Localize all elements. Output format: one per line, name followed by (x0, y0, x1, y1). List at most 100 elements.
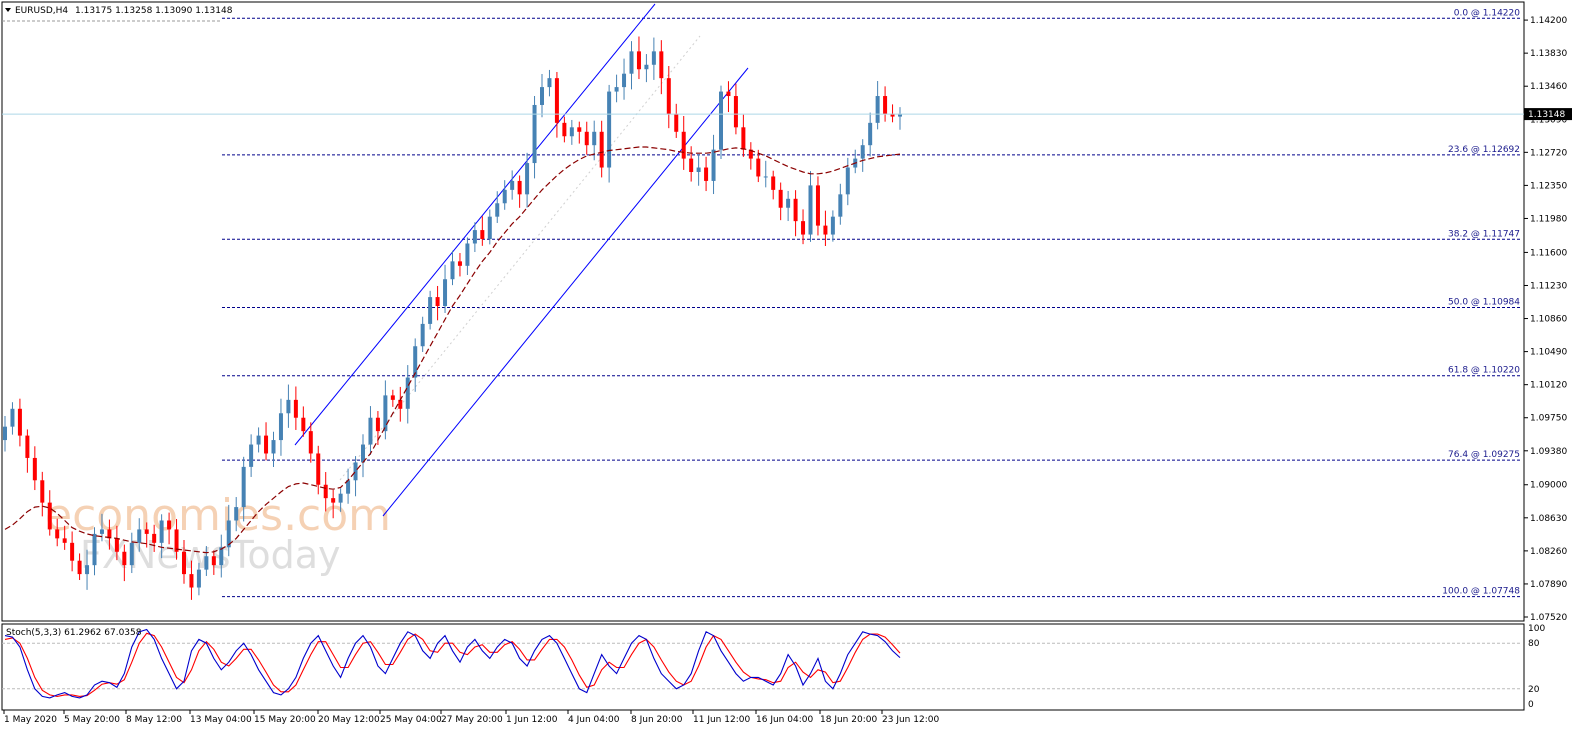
candle-body (62, 538, 67, 543)
stoch-axis-label: 0 (1528, 700, 1534, 710)
candle-body (532, 104, 537, 164)
candle-body (114, 538, 119, 552)
candle-body (562, 122, 567, 137)
candle-body (107, 529, 112, 539)
candle-body (786, 198, 791, 208)
candle-body (234, 507, 239, 521)
candle-body (47, 502, 52, 530)
candle-body (159, 520, 164, 543)
candle-body (890, 113, 895, 117)
candle-body (226, 520, 231, 548)
ohlc-values: 1.13175 1.13258 1.13090 1.13148 (75, 6, 233, 16)
candle-body (211, 556, 216, 566)
candle-body (249, 444, 254, 467)
candle-body (860, 145, 865, 159)
y-tick-label: 1.10490 (1530, 348, 1567, 358)
x-tick-label: 15 May 20:00 (254, 715, 316, 725)
x-tick-label: 1 May 2020 (4, 715, 57, 725)
y-tick-label: 1.13830 (1530, 49, 1567, 59)
candle-body (167, 520, 172, 530)
stoch-axis-label: 100 (1528, 624, 1545, 634)
candle-body (383, 395, 388, 432)
candle-body (823, 225, 828, 235)
candle-body (540, 87, 544, 105)
x-tick-label: 16 Jun 04:00 (756, 715, 813, 725)
candle-body (32, 457, 37, 481)
candle-body (711, 149, 716, 181)
candle-body (845, 167, 850, 195)
candle-body (316, 453, 321, 485)
candle-body (465, 243, 470, 266)
candle-body (3, 426, 7, 441)
candle-body (525, 163, 530, 195)
candle-body (830, 216, 835, 235)
candle-body (457, 261, 462, 266)
fib-level-label: 23.6 @ 1.12692 (1448, 145, 1520, 155)
candle-body (122, 551, 127, 566)
candle-body (174, 529, 179, 552)
candle-body (17, 408, 22, 436)
candle-body (487, 216, 492, 240)
candle-body (368, 417, 373, 445)
stoch-pane-frame (1, 623, 1525, 711)
fib-level-label: 0.0 @ 1.14220 (1454, 8, 1521, 18)
x-tick-label: 27 May 20:00 (441, 715, 503, 725)
candle-body (733, 96, 738, 128)
candle-body (629, 51, 634, 74)
candle-body (152, 533, 157, 543)
candle-body (748, 149, 753, 159)
y-tick-label: 1.11980 (1530, 214, 1567, 224)
x-tick-label: 8 May 12:00 (126, 715, 182, 725)
candle-body (420, 323, 425, 347)
candle-body (607, 91, 612, 168)
candle-body (719, 91, 723, 150)
stoch-axis-label: 20 (1528, 685, 1540, 695)
candle-body (331, 498, 336, 503)
candle-body (196, 569, 201, 588)
candle-body (293, 399, 298, 418)
candle-body (554, 78, 559, 123)
candle-body (390, 395, 395, 400)
y-tick-label: 1.11600 (1530, 248, 1567, 258)
candle-body (286, 399, 291, 414)
channel-mid-line (339, 35, 701, 481)
candle-body (622, 73, 627, 88)
stoch-indicator-label: Stoch(5,3,3) 61.2962 67.0358 (6, 628, 142, 638)
candle-body (569, 127, 574, 137)
candle-body (636, 51, 641, 70)
candle-body (771, 176, 776, 190)
symbol-dropdown-icon[interactable] (5, 8, 11, 12)
candle-body (144, 529, 149, 534)
candle-body (502, 189, 507, 204)
candle-body (450, 261, 455, 280)
candle-body (241, 466, 246, 508)
candle-body (547, 78, 552, 88)
candle-body (726, 91, 731, 97)
stoch-signal-line (4, 632, 901, 697)
candle-body (55, 529, 60, 539)
x-tick-label: 1 Jun 12:00 (506, 715, 558, 725)
channel-lower-line (382, 67, 749, 517)
y-tick-label: 1.09380 (1530, 447, 1567, 457)
candle-body (256, 435, 261, 445)
candle-body (137, 529, 142, 543)
fib-level-label: 50.0 @ 1.10984 (1448, 297, 1520, 307)
candle-body (599, 131, 604, 168)
y-tick-label: 1.11230 (1530, 281, 1567, 291)
y-tick-label: 1.10860 (1530, 315, 1567, 325)
candle-body (361, 444, 365, 463)
x-tick-label: 25 May 04:00 (380, 715, 442, 725)
candle-body (278, 413, 283, 441)
candle-body (584, 131, 589, 146)
y-tick-label: 1.13460 (1530, 82, 1567, 92)
candle-body (10, 408, 15, 427)
candle-body (25, 435, 30, 458)
y-tick-label: 1.12350 (1530, 181, 1567, 191)
stoch-main-line (4, 628, 901, 699)
y-tick-label: 1.09750 (1530, 414, 1567, 424)
watermark-fxnewstoday: FXNewsToday (80, 533, 340, 577)
x-tick-label: 18 Jun 20:00 (820, 715, 877, 725)
candle-body (644, 64, 649, 70)
candle-body (405, 377, 410, 409)
